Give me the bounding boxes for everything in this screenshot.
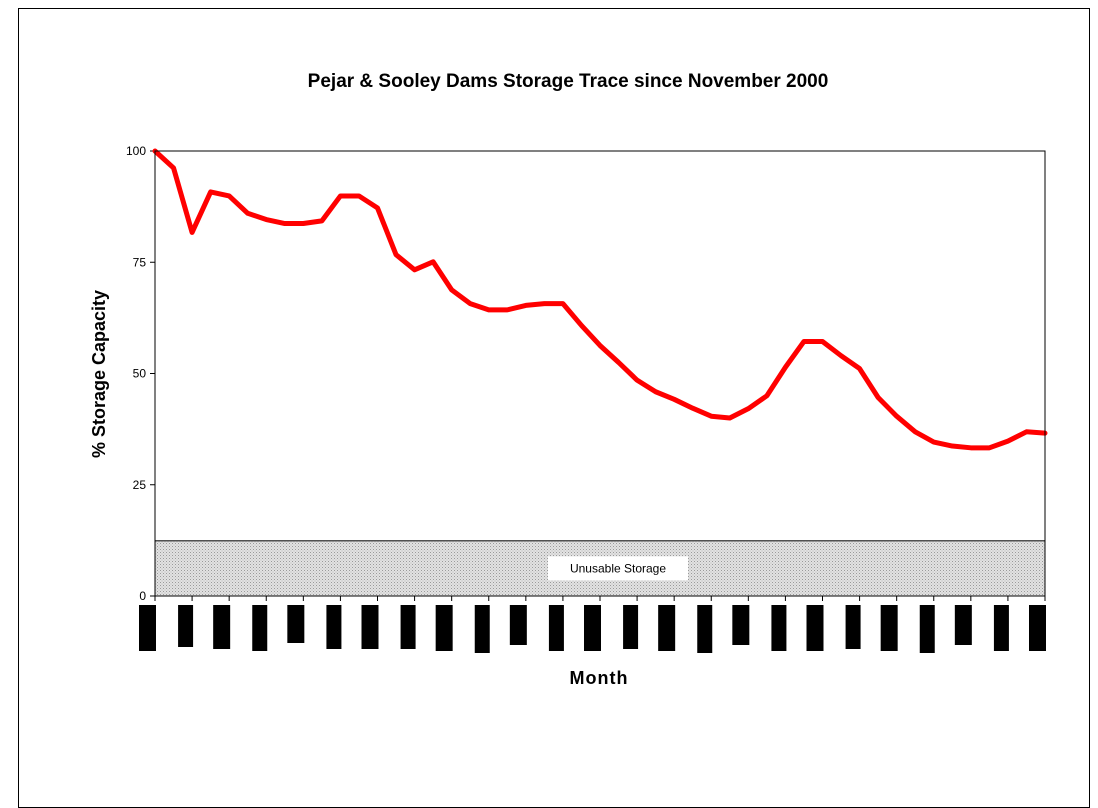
redaction-block [732, 605, 750, 645]
redaction-block [993, 605, 1009, 651]
redaction-block [954, 605, 972, 645]
redaction-block [548, 605, 564, 651]
redaction-block [326, 605, 342, 649]
redaction-block [1029, 605, 1046, 651]
chart-title: Pejar & Sooley Dams Storage Trace since … [308, 71, 829, 92]
y-tick-label: 25 [133, 478, 147, 492]
redaction-block [845, 605, 861, 649]
redaction-block [771, 605, 787, 651]
redaction-block [919, 605, 935, 653]
redaction-block [178, 605, 194, 647]
redaction-block [697, 605, 713, 653]
y-tick-label: 75 [133, 255, 147, 269]
redaction-block [287, 605, 305, 643]
redaction-block [584, 605, 601, 651]
unusable-storage-label-box [548, 556, 688, 581]
storage-trace-chart: Pejar & Sooley Dams Storage Trace since … [89, 71, 1048, 688]
redaction-block [880, 605, 898, 651]
chart-frame: Pejar & Sooley Dams Storage Trace since … [18, 8, 1090, 808]
y-tick-label: 50 [133, 367, 147, 381]
unusable-storage-label: Unusable Storage [570, 561, 666, 575]
redaction-block [139, 605, 156, 651]
x-axis [154, 596, 1046, 601]
redaction-block [474, 605, 490, 653]
x-axis-title: Month [570, 668, 629, 688]
redaction-block [213, 605, 231, 649]
redaction-block [252, 605, 268, 651]
redaction-block [435, 605, 453, 651]
series-line-storage [152, 148, 1048, 451]
y-axis: 0 25 50 75 100 [126, 144, 155, 603]
redaction-block [658, 605, 676, 651]
plot-area [155, 151, 1045, 596]
plot-border [154, 150, 1046, 597]
redaction-block [623, 605, 639, 649]
redaction-block [806, 605, 824, 651]
redaction-block [509, 605, 527, 645]
redaction-block [400, 605, 416, 649]
y-axis-title: % Storage Capacity [89, 290, 109, 458]
y-tick-label: 100 [126, 144, 146, 158]
x-tick-labels-redacted [139, 605, 1046, 653]
y-tick-label: 0 [139, 589, 146, 603]
redaction-block [361, 605, 379, 649]
